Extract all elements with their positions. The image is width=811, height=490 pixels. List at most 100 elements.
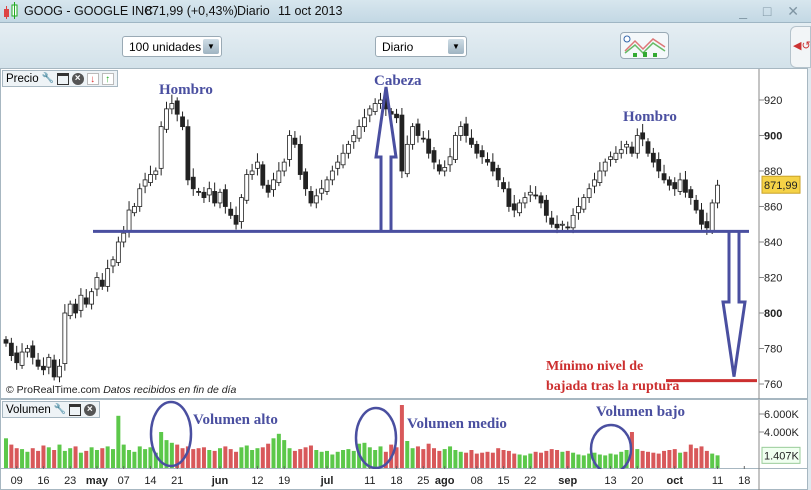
candle [89, 291, 94, 305]
left-shoulder-label: Hombro [159, 82, 213, 98]
candle [201, 191, 207, 199]
volume-bar [565, 450, 570, 468]
head-label: Cabeza [374, 73, 422, 89]
candle [142, 179, 148, 187]
volume-bar [196, 448, 201, 468]
volume-bar [421, 449, 426, 468]
candle [704, 221, 710, 229]
volume-bar [378, 446, 383, 468]
candle [442, 167, 448, 172]
side-panel-toggle[interactable]: ◀↺ [790, 26, 811, 68]
volume-bar [121, 444, 126, 468]
candle [672, 182, 678, 190]
y-tick-label: 780 [764, 344, 782, 356]
volume-bar [191, 449, 196, 468]
volume-bar [394, 447, 399, 468]
close-icon[interactable]: × [83, 403, 96, 416]
volume-bar [319, 451, 324, 468]
y-tick-label: 900 [764, 131, 782, 143]
volume-bar [89, 447, 94, 468]
volume-bar [448, 446, 453, 468]
candle [308, 191, 314, 204]
volume-bar [683, 451, 688, 468]
wrench-icon[interactable]: 🔧 [41, 72, 55, 84]
arrows-icon: ◀↺ [793, 40, 811, 52]
window-icon[interactable] [68, 403, 81, 416]
candle [420, 137, 426, 140]
volume-bar [485, 451, 490, 468]
y-tick-label: 760 [764, 379, 782, 391]
toolbar: 100 unidades ▼ Diario ▼ [0, 23, 811, 68]
candle [640, 132, 646, 140]
wrench-icon[interactable]: 🔧 [53, 403, 67, 415]
x-tick-label: 20 [631, 475, 643, 487]
timeframe-dropdown[interactable]: Diario ▼ [375, 36, 467, 57]
candle [217, 191, 223, 204]
window-controls[interactable]: _ □ ✕ [739, 3, 805, 19]
x-tick-label: 23 [64, 475, 76, 487]
close-icon[interactable]: × [71, 72, 84, 85]
volume-bar [308, 445, 313, 468]
volume-bar [228, 449, 233, 468]
volume-bar [137, 446, 142, 468]
volume-bar [399, 405, 404, 468]
volume-bar [587, 453, 592, 468]
volume-bar [127, 450, 132, 468]
candle [517, 202, 522, 214]
volume-bar [539, 452, 543, 468]
units-dropdown[interactable]: 100 unidades ▼ [122, 36, 222, 57]
volume-bar [4, 438, 8, 468]
volume-bar [715, 455, 720, 468]
indicators-chart-icon [623, 35, 666, 57]
volume-bar [260, 447, 265, 468]
candle [404, 143, 410, 175]
candle [265, 184, 271, 193]
volume-bar [159, 432, 164, 468]
candle [131, 206, 137, 214]
volume-bar [480, 452, 485, 468]
candle [303, 171, 309, 190]
candle [661, 173, 667, 181]
candle [624, 143, 629, 148]
candle [543, 199, 549, 216]
candle [667, 179, 672, 186]
candle [281, 161, 287, 172]
candle [463, 123, 469, 136]
volume-bar [517, 454, 522, 468]
volume-bar [244, 445, 249, 468]
candle [452, 135, 458, 160]
volume-bar [271, 438, 276, 468]
candle [479, 150, 485, 158]
volume-bar [512, 453, 517, 468]
candle [319, 188, 325, 194]
candle [62, 312, 68, 364]
candle [415, 123, 421, 136]
candle [255, 161, 260, 169]
price-chart[interactable]: 920 900 880 860 840 820 800 780 760 Hombro Cabeza H… [1, 69, 809, 400]
volume-bar [223, 446, 228, 468]
indicators-button[interactable] [620, 32, 669, 59]
candle [169, 103, 175, 110]
candle [3, 339, 9, 344]
volume-bar [346, 449, 351, 468]
x-tick-label: oct [667, 475, 684, 487]
candle [287, 135, 292, 160]
candle [244, 174, 250, 201]
candle [196, 191, 202, 193]
move-up-icon[interactable]: ↑ [101, 72, 114, 85]
volume-panel: 6.000K 4.000K 1.407K Volumen alto Volumen me… [0, 399, 809, 470]
candle [297, 143, 303, 175]
candle [345, 143, 351, 154]
x-tick-label: 11 [364, 475, 375, 487]
candle [24, 348, 30, 353]
move-down-icon[interactable]: ↓ [86, 72, 99, 85]
volume-bar [694, 448, 699, 468]
candle [30, 345, 36, 358]
date: 11 oct 2013 [278, 4, 343, 18]
volume-bar [432, 448, 436, 468]
volume-bar [506, 450, 511, 468]
volume-chart[interactable]: 6.000K 4.000K 1.407K Volumen alto Volumen me… [1, 400, 809, 470]
window-icon[interactable] [56, 72, 69, 85]
volume-bar [710, 453, 715, 468]
volume-bar [250, 450, 255, 468]
